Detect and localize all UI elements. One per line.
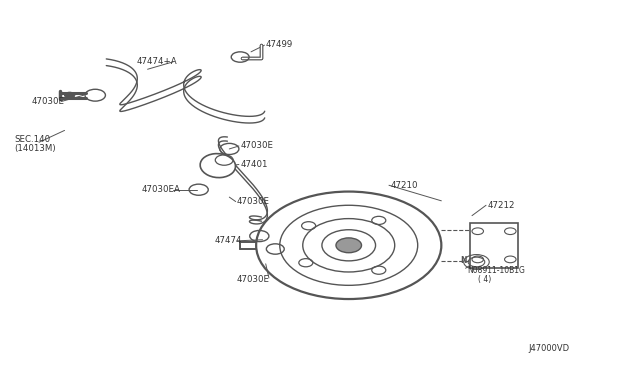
Text: 47030E: 47030E xyxy=(236,275,269,284)
Ellipse shape xyxy=(200,154,236,177)
Text: 47474: 47474 xyxy=(214,236,242,246)
Text: SEC.140: SEC.140 xyxy=(15,135,51,144)
Text: 47030E: 47030E xyxy=(240,141,273,151)
Text: 47474+A: 47474+A xyxy=(137,57,177,66)
Text: 47030E: 47030E xyxy=(237,197,270,206)
Text: 47401: 47401 xyxy=(240,160,268,169)
Text: 47212: 47212 xyxy=(487,201,515,210)
Bar xyxy=(470,223,518,267)
Text: 47499: 47499 xyxy=(266,40,293,49)
Circle shape xyxy=(336,238,362,253)
Text: J47000VD: J47000VD xyxy=(528,344,569,353)
Text: N08911-10B1G: N08911-10B1G xyxy=(467,266,525,275)
Text: 47210: 47210 xyxy=(390,181,418,190)
Text: 47030E: 47030E xyxy=(31,97,65,106)
Circle shape xyxy=(65,92,75,98)
Text: (14013M): (14013M) xyxy=(15,144,56,153)
Text: 47030EA: 47030EA xyxy=(141,185,180,194)
Text: ( 4): ( 4) xyxy=(478,275,492,284)
Text: N: N xyxy=(460,256,467,265)
